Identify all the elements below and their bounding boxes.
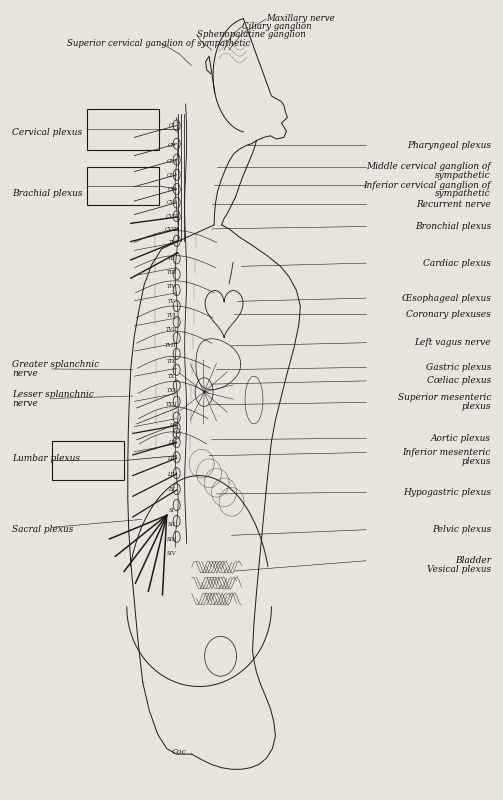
Text: Ciliary ganglion: Ciliary ganglion xyxy=(241,22,311,31)
Text: Cervical plexus: Cervical plexus xyxy=(12,128,82,137)
Text: Œsophageal plexus: Œsophageal plexus xyxy=(402,294,491,302)
Text: Superior cervical ganglion of sympathetic: Superior cervical ganglion of sympatheti… xyxy=(67,39,250,48)
Text: sympathetic: sympathetic xyxy=(435,190,491,198)
Text: Left vagus nerve: Left vagus nerve xyxy=(414,338,491,347)
Text: CVI: CVI xyxy=(167,200,177,205)
Text: nerve: nerve xyxy=(12,370,38,378)
Text: TIV: TIV xyxy=(167,285,177,290)
Text: TI: TI xyxy=(169,240,175,245)
Text: Coc: Coc xyxy=(172,748,187,756)
Text: TII: TII xyxy=(168,256,176,261)
Text: Aortic plexus: Aortic plexus xyxy=(431,434,491,442)
Bar xyxy=(52,442,124,479)
Text: TXII: TXII xyxy=(166,402,178,407)
Bar xyxy=(87,167,159,205)
Text: TVII: TVII xyxy=(166,327,178,333)
Text: SII: SII xyxy=(167,522,176,527)
Text: Bronchial plexus: Bronchial plexus xyxy=(414,222,491,231)
Text: Coronary plexuses: Coronary plexuses xyxy=(406,310,491,318)
Text: SIII: SIII xyxy=(166,537,177,542)
Text: CIV: CIV xyxy=(167,173,177,178)
Bar xyxy=(87,109,159,150)
Text: Lumbar plexus: Lumbar plexus xyxy=(12,454,80,462)
Text: CII: CII xyxy=(167,143,176,148)
Text: CI: CI xyxy=(169,123,175,128)
Text: Cœliac plexus: Cœliac plexus xyxy=(427,376,491,386)
Text: LIII: LIII xyxy=(167,455,177,461)
Text: TIX: TIX xyxy=(167,359,177,364)
Text: plexus: plexus xyxy=(461,402,491,411)
Text: Hypogastric plexus: Hypogastric plexus xyxy=(403,488,491,497)
Text: Greater splanchnic: Greater splanchnic xyxy=(12,360,99,369)
Text: LV: LV xyxy=(169,487,175,493)
Text: Superior mesenteric: Superior mesenteric xyxy=(397,393,491,402)
Text: Bladder: Bladder xyxy=(455,556,491,566)
Text: Gastric plexus: Gastric plexus xyxy=(426,363,491,372)
Text: nerve: nerve xyxy=(12,399,38,409)
Text: TVIII: TVIII xyxy=(165,343,179,348)
Text: TV: TV xyxy=(168,299,176,304)
Text: TXI: TXI xyxy=(167,388,177,393)
Text: Brachial plexus: Brachial plexus xyxy=(12,189,82,198)
Text: CIII: CIII xyxy=(166,158,177,164)
Text: TVI: TVI xyxy=(167,313,177,318)
Text: sympathetic: sympathetic xyxy=(435,171,491,180)
Text: LI: LI xyxy=(169,423,175,428)
Text: Recurrent nerve: Recurrent nerve xyxy=(416,200,491,209)
Text: plexus: plexus xyxy=(461,457,491,466)
Text: Cardiac plexus: Cardiac plexus xyxy=(423,258,491,268)
Text: Pelvic plexus: Pelvic plexus xyxy=(432,526,491,534)
Text: Lesser splanchnic: Lesser splanchnic xyxy=(12,390,94,399)
Text: Sphenopalatine ganglion: Sphenopalatine ganglion xyxy=(197,30,305,39)
Text: Middle cervical ganglion of: Middle cervical ganglion of xyxy=(366,162,491,171)
Text: LII: LII xyxy=(168,440,176,445)
Text: CVIII: CVIII xyxy=(164,227,179,232)
Text: CVII: CVII xyxy=(165,214,178,218)
Text: LIV: LIV xyxy=(167,471,177,477)
Text: TX: TX xyxy=(168,374,176,378)
Text: SIV: SIV xyxy=(167,551,177,556)
Text: Pharyngeal plexus: Pharyngeal plexus xyxy=(407,141,491,150)
Text: SI: SI xyxy=(169,508,175,513)
Text: Sacral plexus: Sacral plexus xyxy=(12,526,73,534)
Text: Inferior mesenteric: Inferior mesenteric xyxy=(402,448,491,457)
Text: Vesical plexus: Vesical plexus xyxy=(427,565,491,574)
Text: TIII: TIII xyxy=(167,270,177,275)
Text: Inferior cervical ganglion of: Inferior cervical ganglion of xyxy=(364,181,491,190)
Text: CV: CV xyxy=(168,187,176,192)
Text: Maxillary nerve: Maxillary nerve xyxy=(267,14,335,23)
